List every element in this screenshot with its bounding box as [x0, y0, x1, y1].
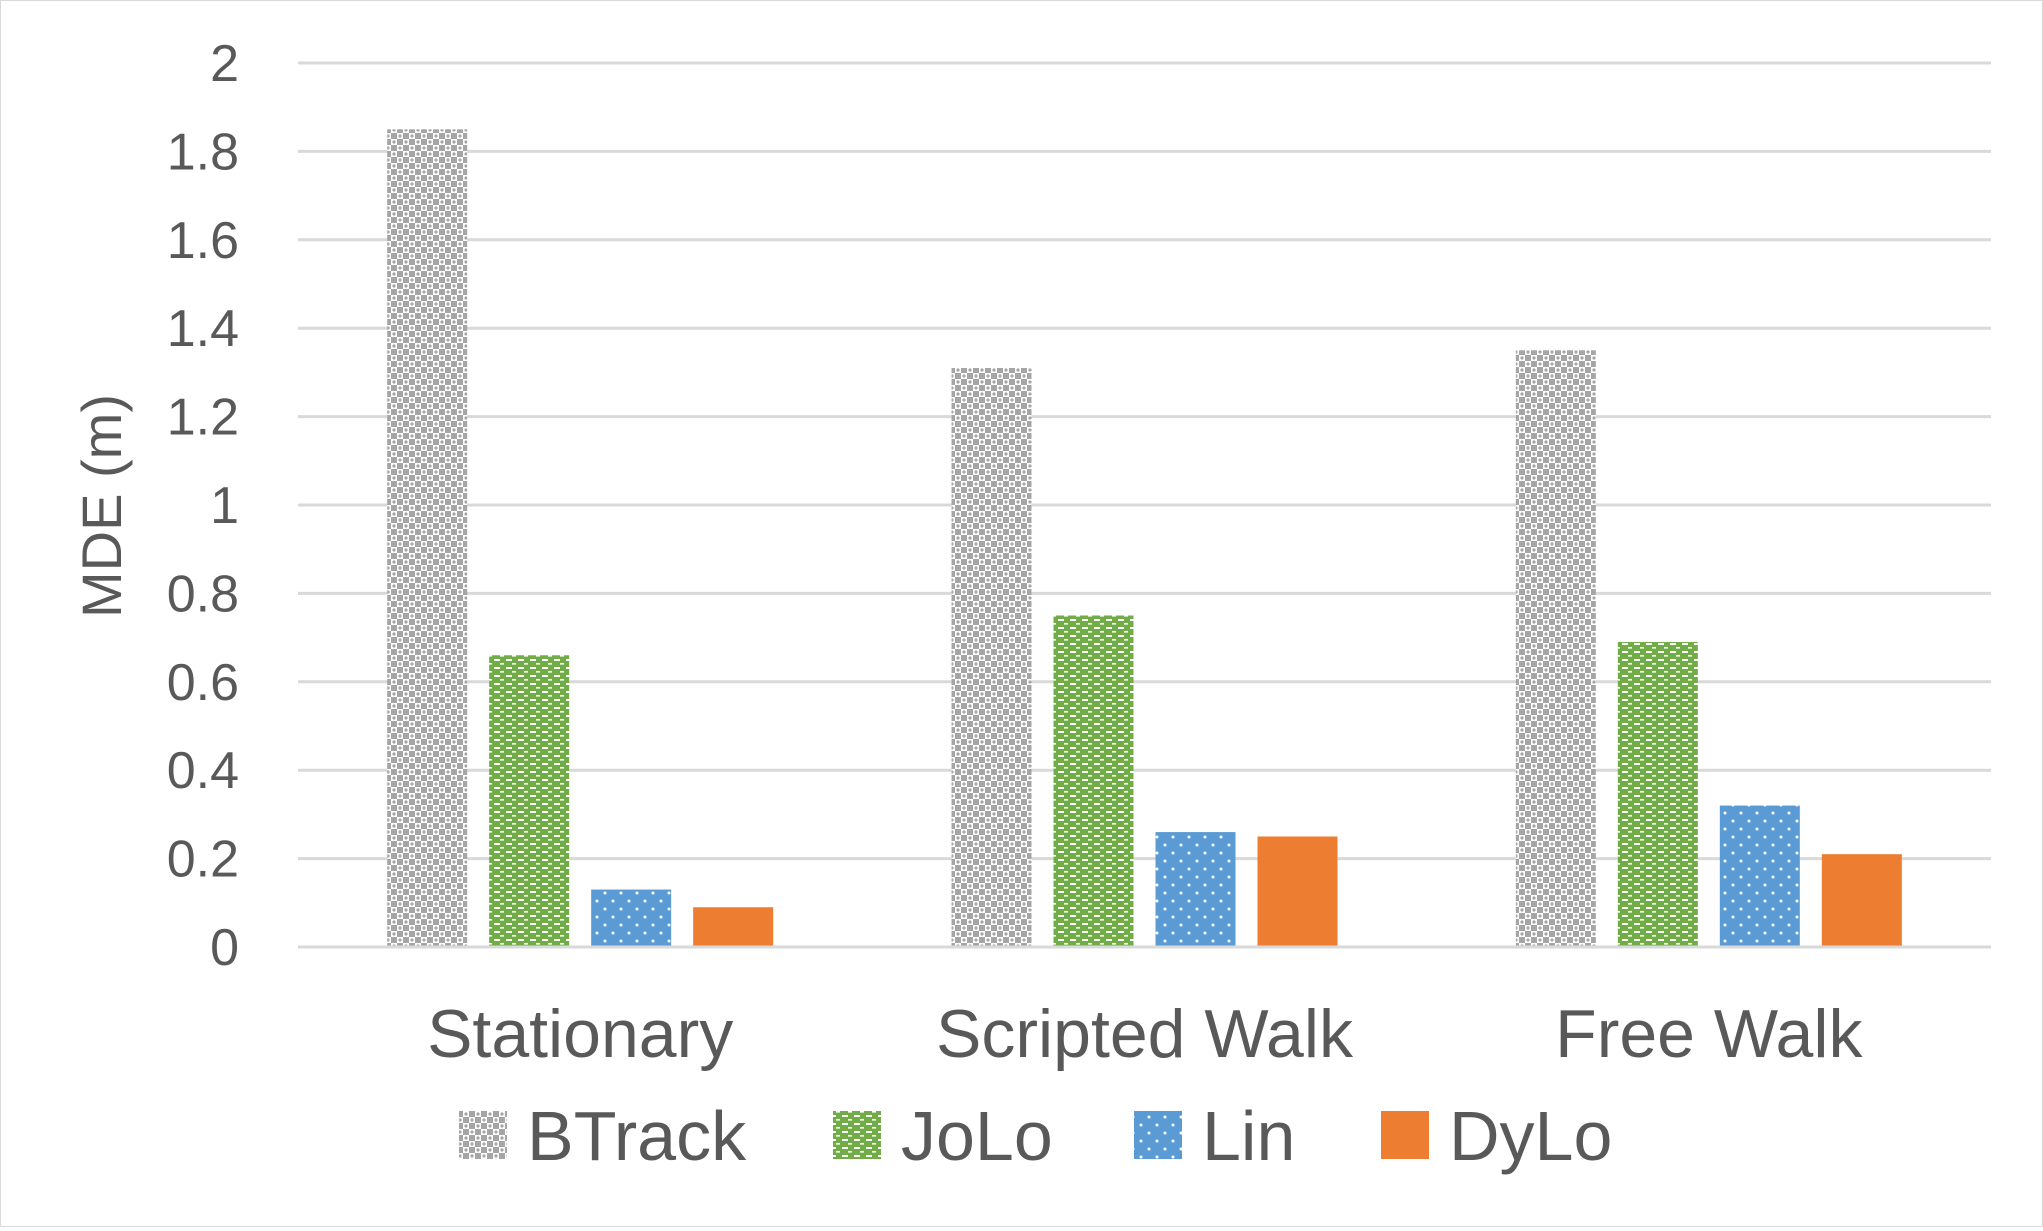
category-label: Scripted Walk	[936, 996, 1354, 1072]
y-tick-label: 1	[210, 477, 239, 535]
legend-swatch-btrack	[459, 1111, 507, 1159]
y-tick-label: 1.4	[167, 300, 239, 358]
y-tick-label: 2	[210, 35, 239, 93]
bar-dylo-free-walk	[1821, 854, 1902, 947]
category-label: Free Walk	[1555, 996, 1863, 1072]
y-tick-label: 0.8	[167, 565, 239, 623]
gridlines	[298, 61, 1991, 861]
bars	[387, 129, 1902, 948]
y-tick-label: 1.2	[167, 389, 239, 447]
bar-dylo-stationary	[693, 907, 774, 947]
legend: BTrack JoLo Lin DyLo	[459, 1097, 1612, 1175]
bar-jolo-stationary	[489, 655, 570, 947]
y-tick-label: 1.6	[167, 212, 239, 270]
category-label: Stationary	[427, 996, 733, 1072]
bar-jolo-scripted-walk	[1053, 615, 1134, 947]
y-tick-label: 0	[210, 919, 239, 977]
y-tick-label: 1.8	[167, 123, 239, 181]
legend-label-jolo: JoLo	[901, 1097, 1053, 1175]
y-axis-tick-labels: 0 0.2 0.4 0.6 0.8 1 1.2 1.4 1.6 1.8 2	[167, 35, 239, 977]
legend-label-lin: Lin	[1202, 1097, 1295, 1175]
bar-lin-free-walk	[1719, 805, 1800, 947]
legend-swatch-jolo	[833, 1111, 881, 1159]
legend-swatch-dylo	[1381, 1111, 1429, 1159]
bar-btrack-free-walk	[1515, 350, 1596, 947]
y-tick-label: 0.4	[167, 742, 239, 800]
bar-btrack-stationary	[387, 129, 468, 948]
bar-btrack-scripted-walk	[951, 367, 1032, 948]
legend-label-dylo: DyLo	[1449, 1097, 1612, 1175]
bar-lin-stationary	[591, 889, 672, 947]
y-tick-label: 0.2	[167, 831, 239, 889]
bar-dylo-scripted-walk	[1257, 836, 1338, 947]
bar-lin-scripted-walk	[1155, 832, 1236, 947]
y-tick-label: 0.6	[167, 654, 239, 712]
y-axis-title: MDE (m)	[70, 394, 133, 618]
bar-jolo-free-walk	[1617, 642, 1698, 947]
legend-swatch-lin	[1134, 1111, 1182, 1159]
legend-label-btrack: BTrack	[527, 1097, 747, 1175]
category-labels: Stationary Scripted Walk Free Walk	[427, 996, 1863, 1072]
